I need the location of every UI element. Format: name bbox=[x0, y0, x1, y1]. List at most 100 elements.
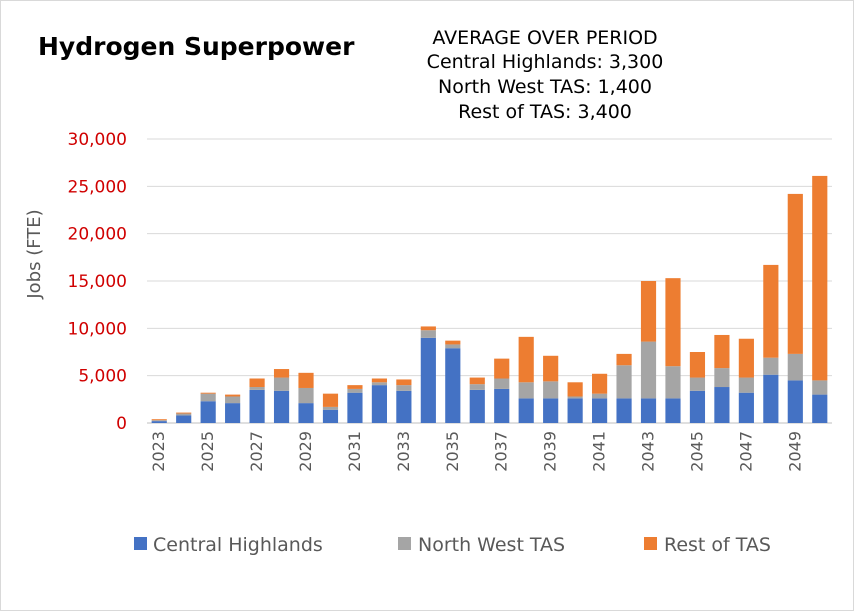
bar-central-highlands-2044 bbox=[665, 398, 681, 423]
x-tick-label: 2049 bbox=[785, 431, 804, 472]
bar-rest-of-tas-2042 bbox=[616, 353, 632, 366]
x-axis-ticks: 2023 2025 2027 2029 2031 2033 2035 2037 2039 2041… bbox=[149, 431, 804, 472]
bar-north-west-tas-2035 bbox=[445, 344, 461, 349]
bar-rest-of-tas-2043 bbox=[640, 281, 657, 342]
y-axis-label: Jobs (FTE) bbox=[24, 209, 45, 299]
x-tick-label: 2031 bbox=[345, 431, 364, 472]
x-tick-label: 2023 bbox=[149, 431, 168, 472]
bar-rest-of-tas-2033 bbox=[396, 379, 412, 386]
bar-rest-of-tas-2041 bbox=[592, 373, 608, 394]
bar-north-west-tas-2033 bbox=[396, 385, 412, 391]
bar-north-west-tas-2031 bbox=[347, 388, 363, 393]
bar-rest-of-tas-2026 bbox=[225, 394, 241, 397]
bar-rest-of-tas-2050 bbox=[812, 175, 828, 381]
bar-central-highlands-2048 bbox=[763, 374, 779, 423]
y-tick-label: 0 bbox=[116, 414, 127, 434]
bar-north-west-tas-2029 bbox=[298, 387, 314, 404]
x-tick-label: 2027 bbox=[247, 431, 266, 472]
y-tick-label: 30,000 bbox=[68, 130, 127, 150]
bar-central-highlands-2038 bbox=[518, 398, 534, 423]
bar-rest-of-tas-2032 bbox=[371, 378, 387, 383]
legend-swatch-north-west-tas bbox=[398, 537, 411, 550]
bars bbox=[151, 175, 828, 423]
bar-rest-of-tas-2040 bbox=[567, 382, 583, 397]
legend-swatch-central-highlands bbox=[134, 537, 147, 550]
bar-north-west-tas-2044 bbox=[665, 366, 681, 399]
chart-subtitle-line-3: North West TAS: 1,400 bbox=[438, 76, 652, 98]
x-tick-label: 2043 bbox=[639, 431, 658, 472]
x-tick-label: 2025 bbox=[198, 431, 217, 472]
bar-rest-of-tas-2039 bbox=[543, 355, 559, 382]
bar-rest-of-tas-2030 bbox=[322, 393, 339, 407]
bar-rest-of-tas-2034 bbox=[420, 326, 436, 331]
bar-central-highlands-2032 bbox=[371, 385, 387, 423]
bar-central-highlands-2026 bbox=[225, 403, 241, 423]
bar-central-highlands-2039 bbox=[543, 398, 559, 423]
x-tick-label: 2033 bbox=[394, 431, 413, 472]
bar-central-highlands-2031 bbox=[347, 392, 363, 423]
bar-rest-of-tas-2037 bbox=[494, 358, 510, 379]
bar-central-highlands-2036 bbox=[469, 389, 485, 423]
bar-central-highlands-2040 bbox=[567, 398, 583, 423]
x-tick-label: 2047 bbox=[736, 431, 755, 472]
bar-central-highlands-2034 bbox=[420, 337, 436, 423]
bar-north-west-tas-2023 bbox=[151, 420, 167, 422]
bar-rest-of-tas-2049 bbox=[787, 193, 803, 354]
chart-title: Hydrogen Superpower bbox=[38, 32, 355, 61]
legend: Central Highlands North West TAS Rest of… bbox=[134, 534, 771, 556]
bar-north-west-tas-2036 bbox=[469, 384, 485, 390]
bar-rest-of-tas-2048 bbox=[763, 264, 779, 358]
y-tick-label: 5,000 bbox=[78, 367, 127, 387]
bar-central-highlands-2045 bbox=[689, 390, 706, 423]
bar-rest-of-tas-2023 bbox=[151, 419, 167, 421]
y-tick-label: 20,000 bbox=[68, 225, 127, 245]
legend-label-rest-of-tas: Rest of TAS bbox=[664, 534, 771, 556]
bar-rest-of-tas-2025 bbox=[200, 392, 216, 394]
bar-central-highlands-2029 bbox=[298, 403, 314, 423]
bar-central-highlands-2035 bbox=[445, 348, 461, 423]
bar-north-west-tas-2027 bbox=[249, 387, 265, 390]
bar-rest-of-tas-2024 bbox=[176, 412, 192, 414]
bar-central-highlands-2023 bbox=[151, 421, 167, 423]
bar-north-west-tas-2038 bbox=[518, 382, 534, 399]
bar-central-highlands-2043 bbox=[640, 398, 657, 423]
bar-north-west-tas-2040 bbox=[567, 396, 583, 399]
bar-rest-of-tas-2044 bbox=[665, 278, 681, 367]
bar-north-west-tas-2041 bbox=[592, 393, 608, 399]
bar-north-west-tas-2045 bbox=[689, 377, 706, 391]
y-tick-label: 15,000 bbox=[68, 272, 127, 292]
bar-north-west-tas-2049 bbox=[787, 353, 803, 381]
bar-central-highlands-2033 bbox=[396, 390, 412, 423]
bar-north-west-tas-2025 bbox=[200, 393, 216, 402]
y-tick-label: 10,000 bbox=[68, 319, 127, 339]
bar-central-highlands-2025 bbox=[200, 401, 216, 423]
bar-north-west-tas-2042 bbox=[616, 365, 632, 399]
chart-subtitle-line-4: Rest of TAS: 3,400 bbox=[458, 101, 632, 123]
bar-central-highlands-2050 bbox=[812, 394, 828, 423]
chart-subtitle-line-1: AVERAGE OVER PERIOD bbox=[432, 27, 657, 49]
x-tick-label: 2035 bbox=[443, 431, 462, 472]
bar-north-west-tas-2030 bbox=[322, 406, 339, 410]
bar-central-highlands-2047 bbox=[738, 392, 754, 423]
x-tick-label: 2039 bbox=[541, 431, 560, 472]
bar-central-highlands-2024 bbox=[176, 415, 192, 423]
bar-rest-of-tas-2031 bbox=[347, 385, 363, 389]
bar-rest-of-tas-2029 bbox=[298, 372, 314, 388]
bar-central-highlands-2027 bbox=[249, 389, 265, 423]
bar-north-west-tas-2047 bbox=[738, 377, 754, 393]
y-axis-ticks: 0 5,000 10,000 15,000 20,000 25,000 30,000 bbox=[68, 130, 127, 434]
bar-north-west-tas-2028 bbox=[273, 377, 290, 391]
bar-north-west-tas-2048 bbox=[763, 357, 779, 375]
bar-rest-of-tas-2036 bbox=[469, 377, 485, 385]
bar-north-west-tas-2032 bbox=[371, 382, 387, 386]
bar-rest-of-tas-2047 bbox=[738, 338, 754, 378]
chart-subtitle-line-2: Central Highlands: 3,300 bbox=[427, 51, 664, 73]
bar-north-west-tas-2039 bbox=[543, 381, 559, 399]
bar-central-highlands-2041 bbox=[592, 398, 608, 423]
bar-central-highlands-2049 bbox=[787, 380, 803, 423]
bar-rest-of-tas-2045 bbox=[689, 352, 706, 378]
x-tick-label: 2045 bbox=[687, 431, 706, 472]
bar-north-west-tas-2050 bbox=[812, 380, 828, 395]
bar-central-highlands-2046 bbox=[714, 387, 730, 423]
